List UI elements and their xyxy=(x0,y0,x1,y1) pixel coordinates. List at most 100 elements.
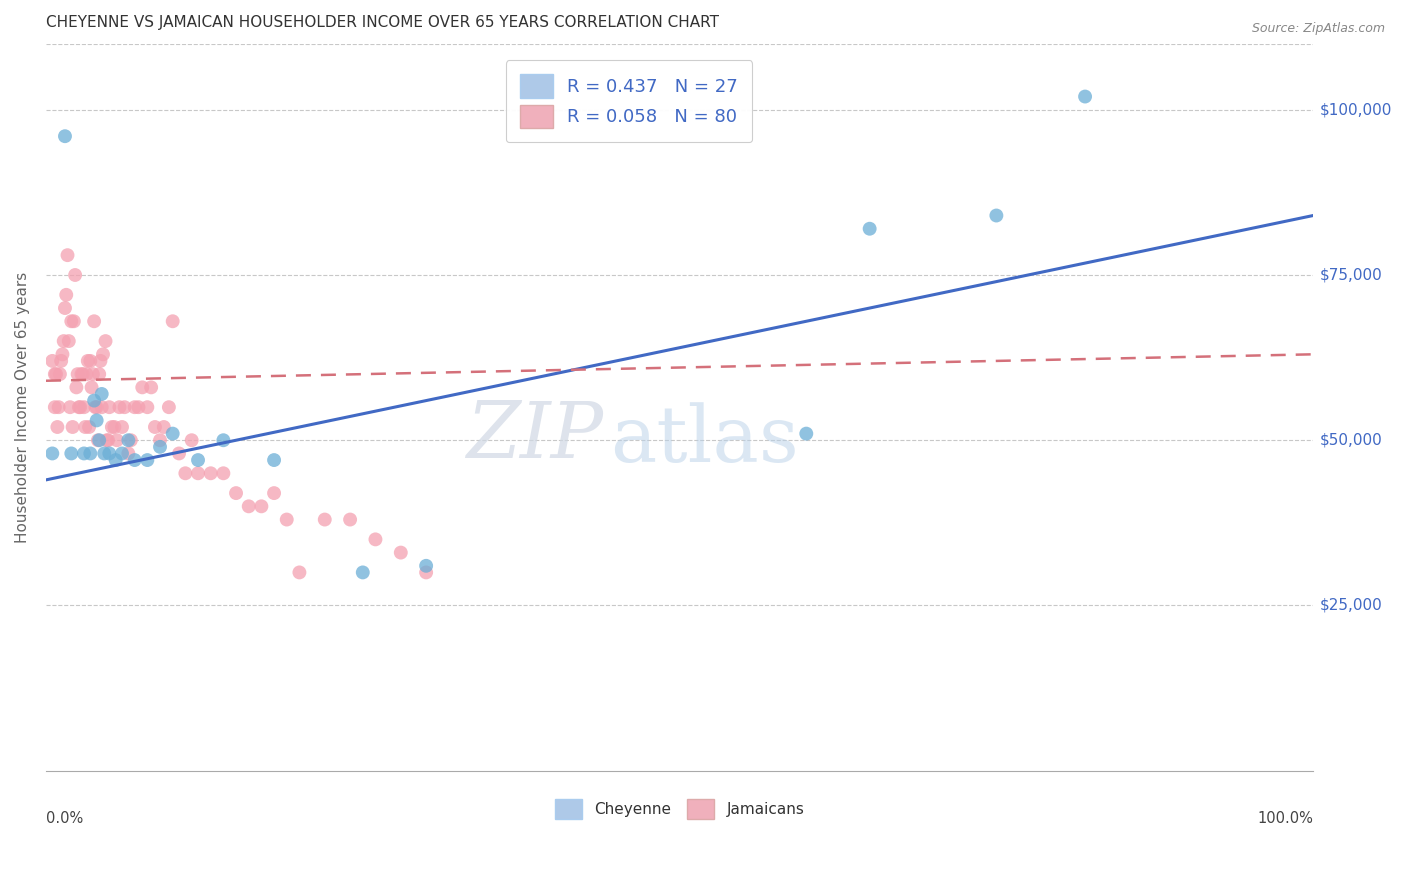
Point xyxy=(41,446,63,460)
Point xyxy=(117,446,139,460)
Point xyxy=(120,434,142,448)
Point xyxy=(1074,89,1097,103)
Point xyxy=(127,400,149,414)
Text: Source: ZipAtlas.com: Source: ZipAtlas.com xyxy=(1251,22,1385,36)
Point xyxy=(250,500,273,514)
Point xyxy=(108,400,131,414)
Point xyxy=(67,400,90,414)
Point xyxy=(63,314,86,328)
Point xyxy=(136,453,159,467)
Point xyxy=(89,367,111,381)
Point xyxy=(51,354,73,368)
Text: $25,000: $25,000 xyxy=(1319,598,1382,613)
Point xyxy=(794,426,817,441)
Point xyxy=(111,420,134,434)
Point xyxy=(103,420,125,434)
Point xyxy=(124,400,146,414)
Point xyxy=(986,209,1008,223)
Point xyxy=(65,380,87,394)
Point xyxy=(94,334,117,348)
Y-axis label: Householder Income Over 65 years: Householder Income Over 65 years xyxy=(15,271,30,543)
Point xyxy=(79,354,101,368)
Point xyxy=(98,446,121,460)
Point xyxy=(52,334,75,348)
Point xyxy=(136,400,159,414)
Point xyxy=(187,453,209,467)
Point xyxy=(180,434,202,448)
Point xyxy=(69,400,91,414)
Point xyxy=(93,446,115,460)
Point xyxy=(143,420,166,434)
Text: ZIP: ZIP xyxy=(467,398,603,475)
Point xyxy=(859,221,882,235)
Point xyxy=(58,334,80,348)
Point xyxy=(225,486,247,500)
Point xyxy=(76,354,98,368)
Point xyxy=(63,268,86,282)
Point xyxy=(60,446,83,460)
Point xyxy=(89,434,111,448)
Point xyxy=(66,367,89,381)
Point xyxy=(167,446,190,460)
Point xyxy=(97,434,120,448)
Point xyxy=(200,467,222,481)
Point xyxy=(415,566,437,580)
Point xyxy=(149,434,172,448)
Text: $100,000: $100,000 xyxy=(1319,103,1392,117)
Point xyxy=(75,420,97,434)
Point xyxy=(59,400,82,414)
Point xyxy=(56,248,79,262)
Point xyxy=(60,314,83,328)
Point xyxy=(101,420,124,434)
Point xyxy=(46,420,69,434)
Point xyxy=(314,512,336,526)
Point xyxy=(212,467,235,481)
Point xyxy=(53,301,76,315)
Point xyxy=(212,434,235,448)
Point xyxy=(389,545,412,559)
Point xyxy=(86,413,108,427)
Point xyxy=(276,512,298,526)
Point xyxy=(53,129,76,144)
Point xyxy=(263,486,285,500)
Point xyxy=(79,446,101,460)
Point xyxy=(86,400,108,414)
Point xyxy=(41,354,63,368)
Point xyxy=(55,288,77,302)
Point xyxy=(187,467,209,481)
Point xyxy=(62,420,84,434)
Text: 0.0%: 0.0% xyxy=(46,811,83,826)
Point xyxy=(263,453,285,467)
Legend: Cheyenne, Jamaicans: Cheyenne, Jamaicans xyxy=(548,793,810,825)
Point xyxy=(117,434,139,448)
Point xyxy=(77,420,100,434)
Point xyxy=(89,354,111,368)
Point xyxy=(162,314,184,328)
Point xyxy=(104,453,127,467)
Point xyxy=(131,380,153,394)
Point xyxy=(80,380,103,394)
Point xyxy=(105,434,128,448)
Point xyxy=(114,400,136,414)
Point xyxy=(141,380,163,394)
Point xyxy=(82,367,104,381)
Point xyxy=(415,558,437,573)
Point xyxy=(96,434,118,448)
Point xyxy=(70,367,93,381)
Point xyxy=(124,453,146,467)
Text: CHEYENNE VS JAMAICAN HOUSEHOLDER INCOME OVER 65 YEARS CORRELATION CHART: CHEYENNE VS JAMAICAN HOUSEHOLDER INCOME … xyxy=(46,15,718,30)
Point xyxy=(91,347,114,361)
Point xyxy=(157,400,180,414)
Text: atlas: atlas xyxy=(610,402,799,478)
Point xyxy=(238,500,260,514)
Point xyxy=(90,400,112,414)
Point xyxy=(90,387,112,401)
Point xyxy=(162,426,184,441)
Point xyxy=(98,400,121,414)
Point xyxy=(49,367,72,381)
Point xyxy=(51,347,73,361)
Point xyxy=(339,512,361,526)
Text: $50,000: $50,000 xyxy=(1319,433,1382,448)
Point xyxy=(44,367,66,381)
Point xyxy=(174,467,197,481)
